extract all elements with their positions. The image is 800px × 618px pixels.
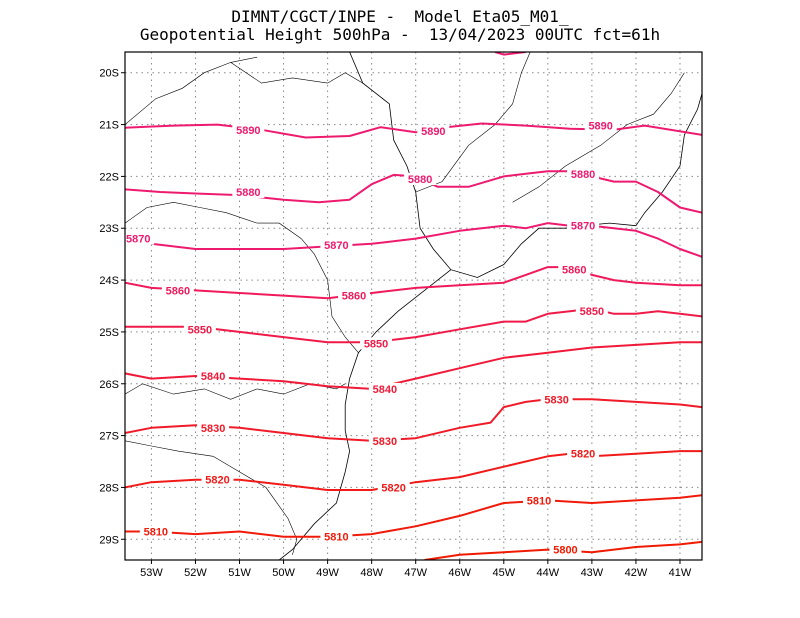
lon-tick-label: 44W bbox=[537, 567, 560, 579]
contour-label: 5870 bbox=[324, 240, 348, 252]
contour-line-5850 bbox=[125, 307, 702, 344]
axis-ticks: 53W 52W 51W 50W 49W 48W 47W 46W 45W 44W 43W 42W 41W 2… bbox=[99, 68, 691, 579]
state-border bbox=[125, 56, 258, 125]
lat-tick-label: 28S bbox=[99, 482, 119, 494]
contour-label-bg bbox=[232, 185, 265, 198]
contour-label-bg bbox=[523, 494, 556, 507]
lat-tick-label: 29S bbox=[99, 534, 119, 546]
contour-label-bg bbox=[320, 530, 353, 543]
state-border bbox=[125, 201, 359, 353]
lon-tick-label: 50W bbox=[272, 567, 295, 579]
contour-label: 5870 bbox=[126, 234, 150, 246]
contour-label: 5820 bbox=[381, 482, 405, 494]
contour-label: 5890 bbox=[588, 121, 612, 133]
lon-tick-label: 42W bbox=[625, 567, 648, 579]
coastline-north bbox=[349, 52, 702, 278]
map-title-line-2: Geopotential Height 500hPa - 13/04/2023 … bbox=[139, 25, 661, 44]
contour-label: 5820 bbox=[205, 475, 229, 487]
map-title-line-1: DIMNT/CGCT/INPE - Model Eta05_M01_ bbox=[231, 7, 569, 26]
contour-label-bg bbox=[161, 284, 194, 297]
contour-label: 5830 bbox=[544, 394, 568, 406]
contour-label-bg bbox=[567, 447, 600, 460]
contour-label-bg bbox=[558, 263, 591, 276]
lon-tick-label: 47W bbox=[404, 567, 427, 579]
contour-label: 5810 bbox=[144, 526, 168, 538]
contour-label: 5840 bbox=[201, 371, 225, 383]
state-border bbox=[125, 440, 298, 555]
contour-label-bg bbox=[360, 337, 393, 350]
contour-label-bg bbox=[122, 232, 155, 245]
lon-tick-label: 45W bbox=[492, 567, 515, 579]
contour-label-bg bbox=[549, 543, 582, 556]
contour-label-bg bbox=[320, 238, 353, 251]
lat-tick-label: 22S bbox=[99, 171, 119, 183]
lon-tick-label: 41W bbox=[669, 567, 692, 579]
contour-label-bg bbox=[338, 289, 371, 302]
contour-label: 5860 bbox=[562, 265, 586, 277]
contour-line-5860 bbox=[125, 266, 702, 300]
contour-label: 5840 bbox=[373, 384, 397, 396]
grid-lines bbox=[125, 52, 702, 560]
contour-label-bg bbox=[368, 434, 401, 447]
contour-line-5810 bbox=[125, 494, 702, 538]
contour-label-bg bbox=[232, 123, 265, 136]
contour-label-bg bbox=[197, 369, 230, 382]
contour-label: 5860 bbox=[166, 285, 190, 297]
lat-tick-label: 27S bbox=[99, 431, 119, 443]
contour-label-bg bbox=[417, 124, 450, 137]
contour-label-bg bbox=[567, 219, 600, 232]
state-border bbox=[512, 72, 685, 203]
contour-label-bg bbox=[404, 173, 437, 185]
contour-label: 5860 bbox=[342, 291, 366, 303]
lat-tick-label: 25S bbox=[99, 327, 119, 339]
contour-label: 5880 bbox=[571, 169, 595, 181]
contour-label: 5870 bbox=[571, 221, 595, 233]
contour-labels: 5890 5890 5890 5880 5880 5880 5870 5870 5870 5860… bbox=[122, 119, 617, 557]
lon-tick-label: 52W bbox=[184, 567, 207, 579]
lat-tick-label: 24S bbox=[99, 275, 119, 287]
contour-line-5870 bbox=[125, 222, 702, 258]
lon-tick-label: 49W bbox=[316, 567, 339, 579]
lon-tick-label: 43W bbox=[581, 567, 604, 579]
contour-label: 5810 bbox=[527, 495, 551, 507]
lon-tick-label: 53W bbox=[140, 567, 163, 579]
contour-label-bg bbox=[567, 167, 600, 180]
map-frame bbox=[124, 51, 703, 561]
contour-label: 5890 bbox=[421, 126, 445, 138]
contour-label-bg bbox=[377, 481, 410, 494]
contour-label-bg bbox=[584, 119, 617, 132]
contour-label: 5890 bbox=[236, 125, 260, 137]
lat-tick-label: 26S bbox=[99, 379, 119, 391]
contour-label: 5880 bbox=[236, 187, 260, 199]
state-border bbox=[125, 383, 346, 400]
contour-label-bg bbox=[197, 421, 230, 434]
contour-label: 5820 bbox=[571, 449, 595, 461]
contour-label-bg bbox=[575, 305, 608, 318]
state-border bbox=[230, 62, 363, 84]
contour-label-bg bbox=[368, 382, 401, 395]
lon-tick-label: 48W bbox=[360, 567, 383, 579]
contour-label: 5810 bbox=[324, 532, 348, 544]
contour-label-bg bbox=[139, 525, 172, 538]
contour-label: 5850 bbox=[364, 338, 388, 350]
contour-label-bg bbox=[540, 393, 573, 406]
lat-tick-label: 21S bbox=[99, 120, 119, 132]
contour-label: 5830 bbox=[373, 436, 397, 448]
coastline-south bbox=[278, 269, 452, 560]
lon-tick-label: 46W bbox=[448, 567, 471, 579]
lat-tick-label: 23S bbox=[99, 223, 119, 235]
contour-label: 5800 bbox=[553, 545, 577, 557]
lat-tick-label: 20S bbox=[99, 68, 119, 80]
contour-label-bg bbox=[201, 473, 234, 486]
contour-label-bg bbox=[183, 323, 216, 336]
contour-label: 5830 bbox=[201, 423, 225, 435]
contour-label: 5880 bbox=[408, 174, 432, 186]
lon-tick-label: 51W bbox=[228, 567, 251, 579]
contour-label: 5850 bbox=[188, 324, 212, 336]
contour-label: 5850 bbox=[580, 306, 604, 318]
